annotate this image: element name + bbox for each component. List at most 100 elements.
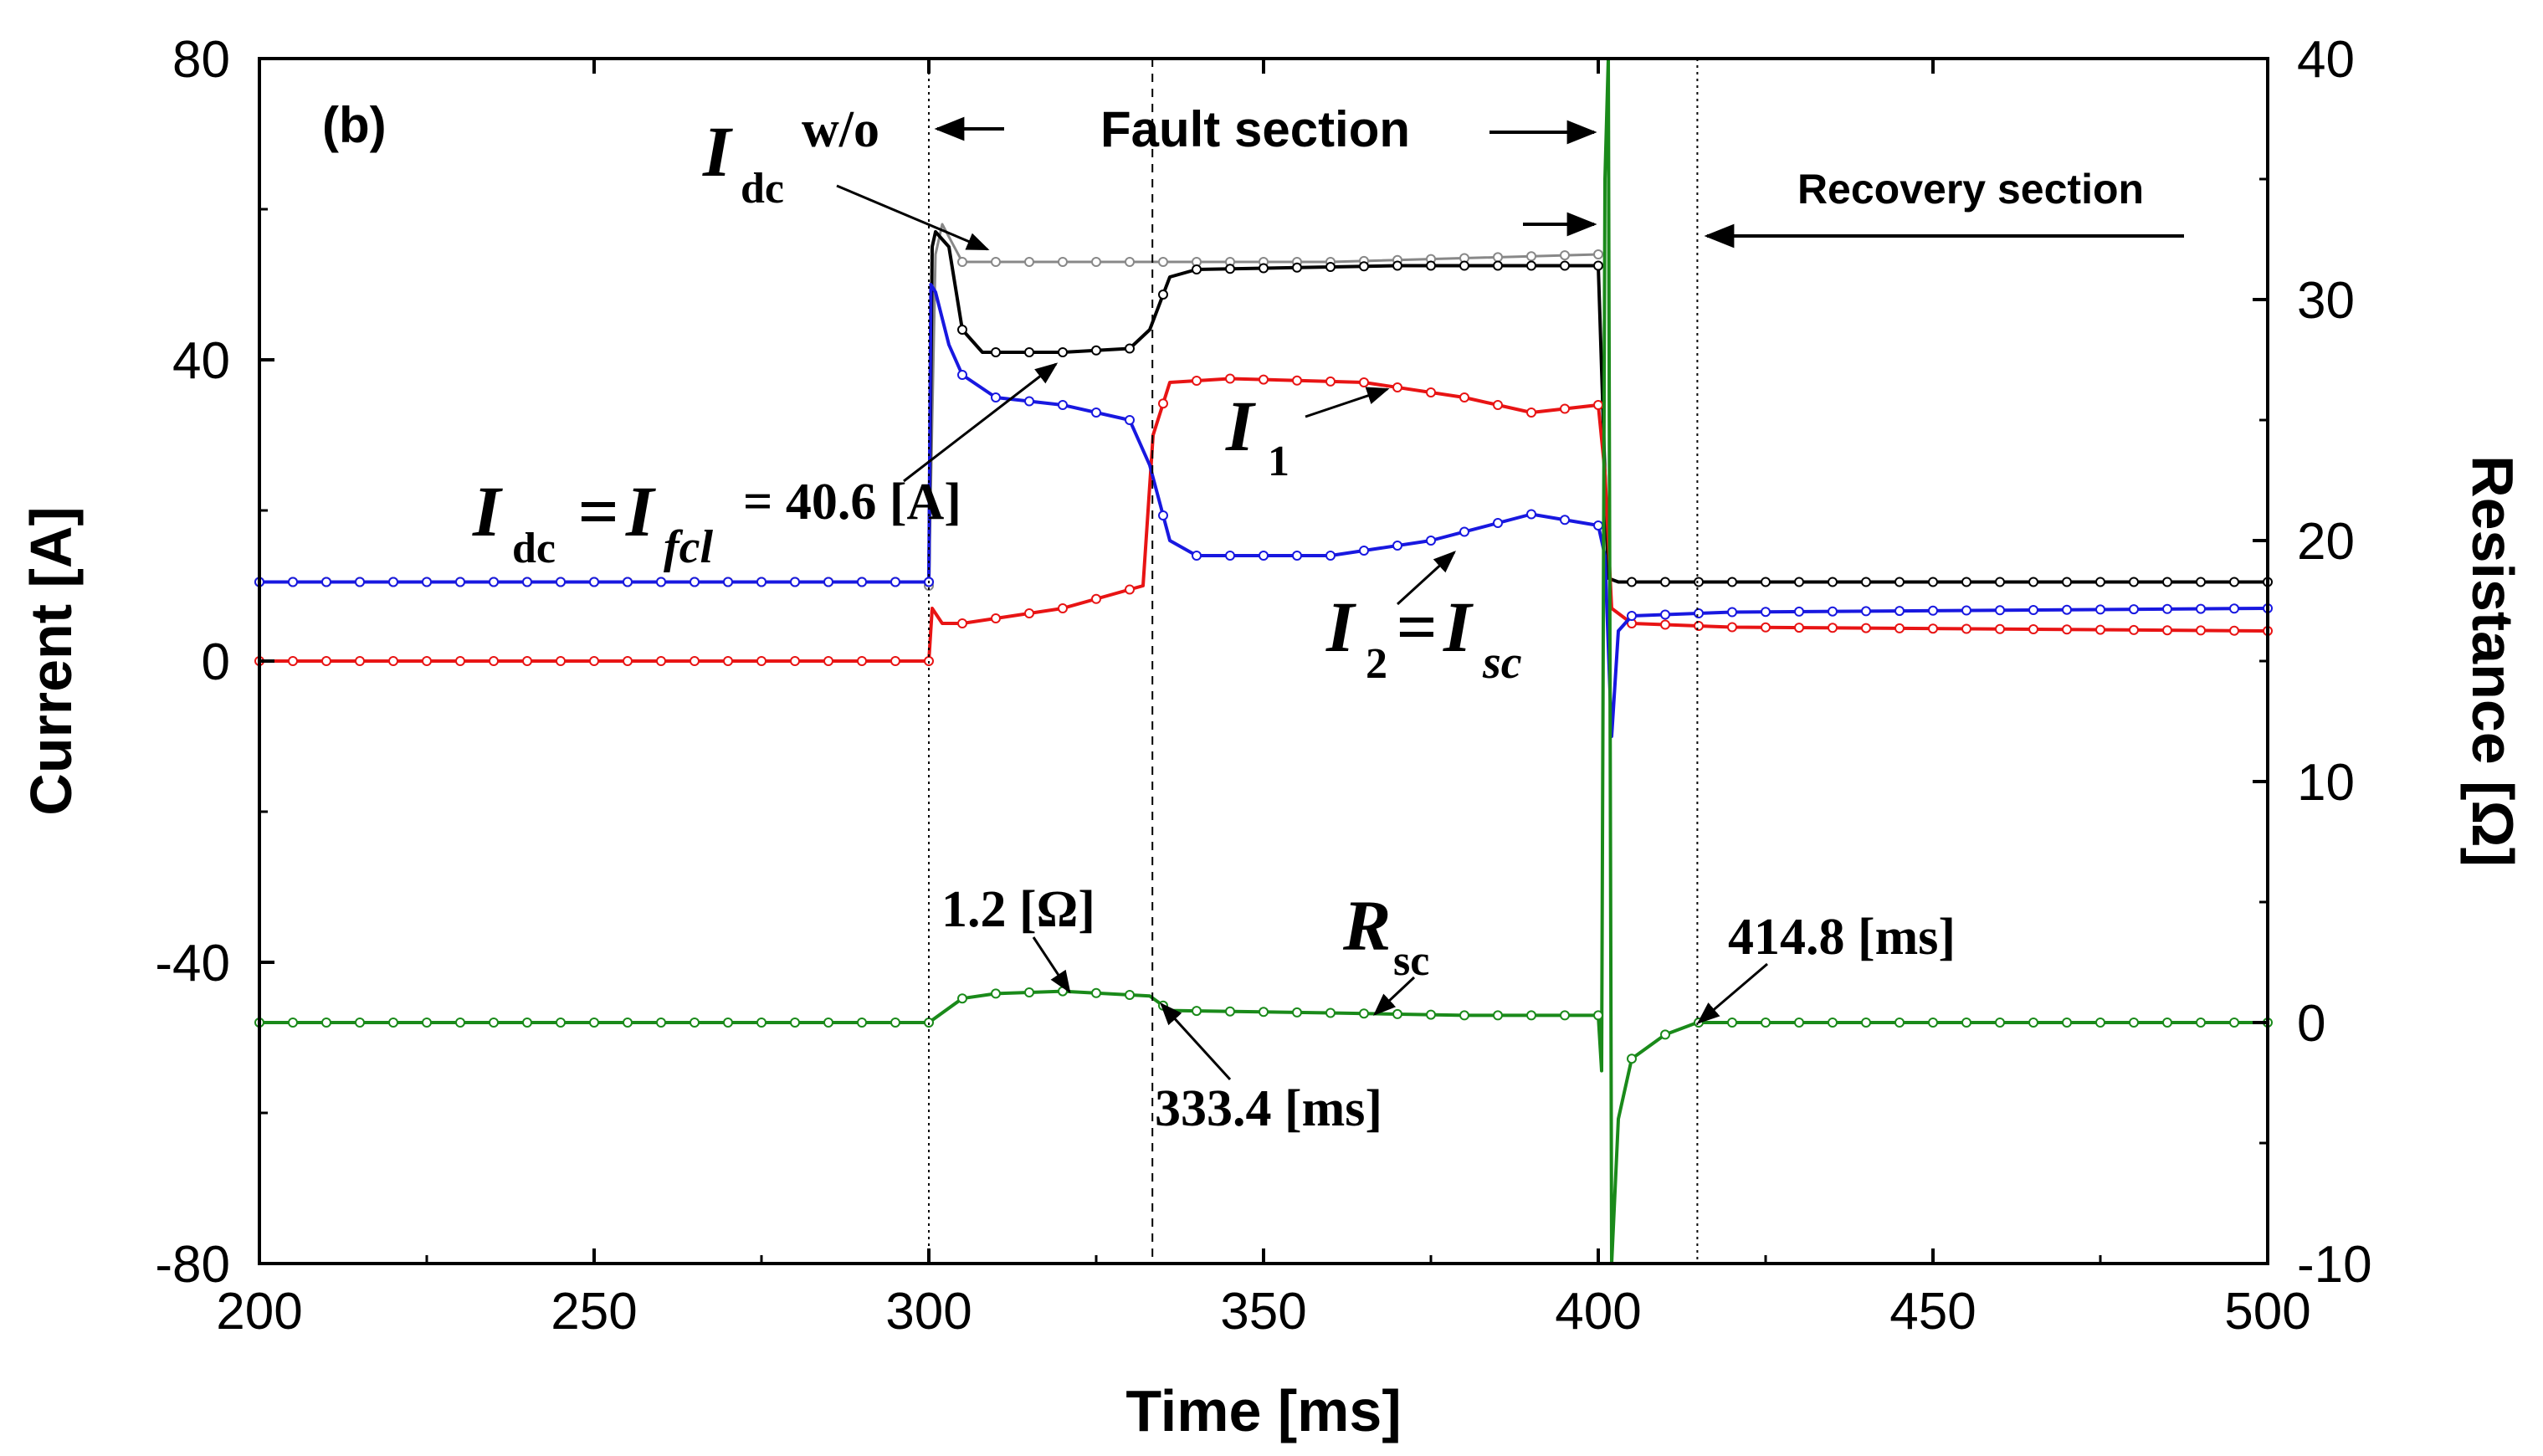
series-marker: [1459, 392, 1469, 402]
series-marker: [1560, 403, 1570, 414]
series-marker: [1158, 290, 1168, 300]
series-line: [259, 230, 2268, 584]
series-marker: [957, 370, 967, 380]
series-marker: [1392, 541, 1402, 551]
x-tick-label: 300: [885, 1283, 972, 1341]
series-marker: [2095, 624, 2105, 635]
series-marker: [589, 656, 599, 666]
series-marker: [1292, 551, 1302, 561]
series-marker: [1493, 518, 1503, 528]
series-marker: [957, 618, 967, 628]
x-tick-label: 500: [2224, 1283, 2310, 1341]
series-marker: [1694, 608, 1704, 618]
series-marker: [1727, 577, 1737, 587]
x-tick-label: 350: [1220, 1283, 1306, 1341]
series-marker: [656, 656, 666, 666]
series-marker: [2229, 1018, 2239, 1028]
series-marker: [1526, 260, 1536, 271]
series-marker: [823, 577, 833, 587]
series-marker: [823, 1018, 833, 1028]
series-marker: [1024, 257, 1034, 267]
i1-label: I 1: [1225, 386, 1289, 485]
series-marker: [1660, 577, 1670, 587]
series-marker: [489, 656, 499, 666]
series-marker: [1894, 1018, 1905, 1028]
series-marker: [1995, 577, 2005, 587]
series-marker: [2129, 624, 2139, 635]
series-line: [259, 283, 2269, 738]
series-marker: [2129, 1018, 2139, 1028]
series-marker: [1761, 607, 1771, 618]
series-marker: [1727, 1018, 1737, 1028]
series-marker: [1660, 1029, 1670, 1040]
i2-arrow: [1396, 551, 1456, 606]
series-marker: [1928, 577, 1938, 587]
series-marker: [1192, 376, 1202, 386]
ifcl-symbol: I: [625, 471, 656, 551]
series-marker: [723, 1018, 733, 1028]
series-marker: [1024, 347, 1034, 357]
series-marker: [2095, 1018, 2105, 1028]
series-marker: [1192, 551, 1202, 561]
series-marker: [1560, 1010, 1570, 1021]
series-marker: [1526, 408, 1536, 418]
series-marker: [1225, 1006, 1235, 1017]
y-right-tick-label: 10: [2297, 754, 2355, 812]
y-axis-left-label: Current [A]: [18, 506, 84, 815]
series-marker: [556, 656, 566, 666]
series-marker: [355, 656, 365, 666]
x-tick-label: 250: [551, 1283, 637, 1341]
series-marker: [1627, 577, 1637, 587]
series-marker: [2028, 624, 2038, 634]
recovery-section-label: Recovery section: [1797, 166, 2144, 213]
series-marker: [1058, 986, 1068, 997]
series-marker: [890, 1018, 900, 1028]
series-marker: [556, 577, 566, 587]
series-marker: [355, 1018, 365, 1028]
series-marker: [1091, 257, 1101, 267]
series-marker: [1961, 623, 1971, 634]
series-marker: [1225, 551, 1235, 561]
idc-ifcl-label: I dc = I fcl = 40.6 [A]: [472, 471, 961, 573]
series-marker: [957, 325, 967, 335]
series-marker: [1828, 577, 1838, 587]
series-marker: [489, 1018, 499, 1028]
series-marker: [1961, 577, 1971, 587]
tick-layer: 200 250 300 350 400 450 50080400-40-8040302010…: [155, 31, 2371, 1341]
series-marker: [991, 613, 1001, 623]
series-marker: [1894, 606, 1905, 617]
series-marker: [422, 656, 432, 666]
series-marker: [1761, 577, 1771, 587]
series-marker: [1325, 262, 1336, 272]
series-marker: [455, 577, 465, 587]
i2-isc-label: I 2 = I sc: [1325, 587, 1522, 689]
series-marker: [756, 1018, 766, 1028]
series-marker: [1593, 400, 1603, 410]
series-marker: [1493, 400, 1503, 410]
series-marker: [1392, 1008, 1402, 1019]
series-marker: [1091, 408, 1101, 418]
series-marker: [1359, 261, 1369, 272]
series-marker: [1292, 375, 1302, 386]
series-marker: [1459, 1010, 1469, 1021]
series-marker: [890, 656, 900, 666]
series-marker: [991, 988, 1001, 999]
series-marker: [1627, 1054, 1637, 1064]
series-marker: [589, 1018, 599, 1028]
series-marker: [857, 1018, 867, 1028]
series-marker: [1459, 526, 1469, 537]
y-left-tick-label: 40: [172, 332, 230, 390]
series-marker: [723, 577, 733, 587]
series-marker: [2162, 603, 2172, 614]
series-marker: [690, 1018, 700, 1028]
y-left-tick-label: -80: [155, 1236, 230, 1294]
series-layer: [254, 57, 2273, 1265]
series-marker: [1058, 603, 1068, 613]
series-marker: [823, 656, 833, 666]
series-marker: [2162, 1018, 2172, 1028]
series-marker: [656, 577, 666, 587]
x-tick-label: 450: [1889, 1283, 1976, 1341]
isc-symbol: I: [1443, 587, 1474, 667]
series-marker: [857, 656, 867, 666]
series-marker: [288, 577, 298, 587]
